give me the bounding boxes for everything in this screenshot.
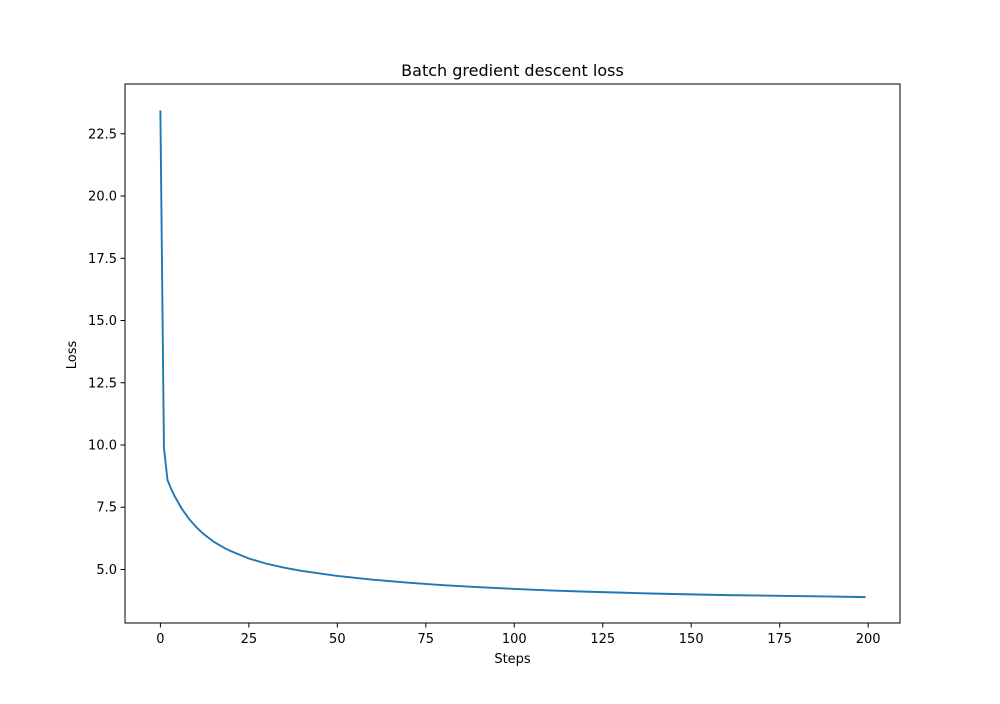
x-tick-label: 175: [767, 632, 792, 647]
y-tick-label: 22.5: [88, 127, 117, 142]
y-tick-label: 20.0: [88, 190, 117, 205]
x-tick-label: 75: [418, 632, 435, 647]
x-tick-label: 100: [502, 632, 527, 647]
y-tick-label: 17.5: [88, 252, 117, 267]
y-tick-label: 5.0: [96, 563, 117, 578]
x-tick-label: 0: [156, 632, 164, 647]
x-tick-label: 50: [329, 632, 346, 647]
x-tick-label: 150: [679, 632, 704, 647]
y-tick-label: 12.5: [88, 376, 117, 391]
y-tick-label: 10.0: [88, 438, 117, 453]
chart-title: Batch gredient descent loss: [401, 61, 624, 80]
x-axis-label: Steps: [494, 652, 531, 667]
y-tick-label: 7.5: [96, 501, 117, 516]
x-tick-label: 25: [241, 632, 258, 647]
x-tick-label: 125: [590, 632, 615, 647]
x-tick-label: 200: [856, 632, 881, 647]
y-axis-label: Loss: [65, 341, 80, 370]
loss-series-line: [159, 110, 866, 599]
axes-frame: [124, 83, 901, 624]
y-tick-label: 15.0: [88, 314, 117, 329]
plot-area: 0 25 50 75 100 125 150 175 200 5.0 7.5 10.0 12.5 15.0…: [88, 83, 901, 647]
